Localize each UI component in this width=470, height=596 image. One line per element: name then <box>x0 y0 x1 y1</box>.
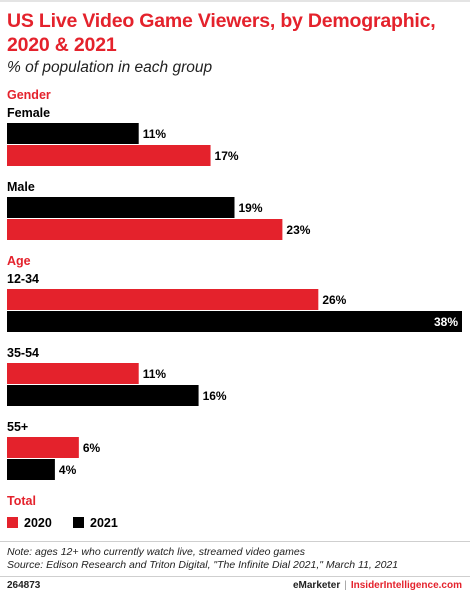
legend-item-2020: 2020 <box>7 516 52 530</box>
chart-title: US Live Video Game Viewers, by Demograph… <box>7 10 436 56</box>
bar-value-label: 6% <box>83 441 101 455</box>
bar-value-label: 11% <box>143 367 167 381</box>
top-rule <box>0 0 470 2</box>
bar-2020 <box>7 219 283 240</box>
chart-source: Source: Edison Research and Triton Digit… <box>7 559 399 571</box>
category-label: Female <box>7 106 50 120</box>
legend-label-2020: 2020 <box>24 516 52 530</box>
bar-2020 <box>7 437 79 458</box>
bar-value-label: 11% <box>143 127 167 141</box>
chart-id: 264873 <box>7 580 41 591</box>
legend-label-2021: 2021 <box>90 516 118 530</box>
chart-subtitle: % of population in each group <box>7 59 213 76</box>
note-divider <box>0 541 470 542</box>
bar-value-label: 23% <box>286 223 310 237</box>
bar-value-label: 38% <box>434 315 458 329</box>
legend-swatch-2020 <box>7 517 18 528</box>
category-label: 55+ <box>7 420 28 434</box>
bar-value-label: 26% <box>322 293 346 307</box>
brand-name: eMarketer <box>292 580 341 591</box>
bar-2020 <box>7 145 211 166</box>
brand-footer: eMarketer | InsiderIntelligence.com <box>293 580 462 591</box>
bar-value-label: 4% <box>59 463 77 477</box>
brand-site: InsiderIntelligence.com <box>350 580 462 591</box>
bar-value-label: 19% <box>239 201 263 215</box>
category-label: 35-54 <box>7 346 39 360</box>
bar-2021 <box>7 459 55 480</box>
bar-value-label: 16% <box>203 389 227 403</box>
brand-separator: | <box>344 580 347 591</box>
bar-chart: Gender Female 11% 17% Male 19% 23% Age 12-34 26% 3… <box>7 88 462 508</box>
bar-2021 <box>7 197 235 218</box>
bar-2021 <box>7 123 139 144</box>
bar-2020 <box>7 289 319 310</box>
bar-2021 <box>7 385 199 406</box>
bar-value-label: 17% <box>215 149 239 163</box>
footer-divider <box>0 576 470 577</box>
legend-item-2021: 2021 <box>73 516 118 530</box>
legend-swatch-2021 <box>73 517 84 528</box>
section-label-gender: Gender <box>7 88 51 102</box>
category-label: Male <box>7 180 35 194</box>
section-label-age: Age <box>7 254 31 268</box>
bar-2021 <box>7 311 462 332</box>
chart-note: Note: ages 12+ who currently watch live,… <box>7 546 305 558</box>
section-label-total: Total <box>7 494 36 508</box>
bar-2020 <box>7 363 139 384</box>
category-label: 12-34 <box>7 272 39 286</box>
